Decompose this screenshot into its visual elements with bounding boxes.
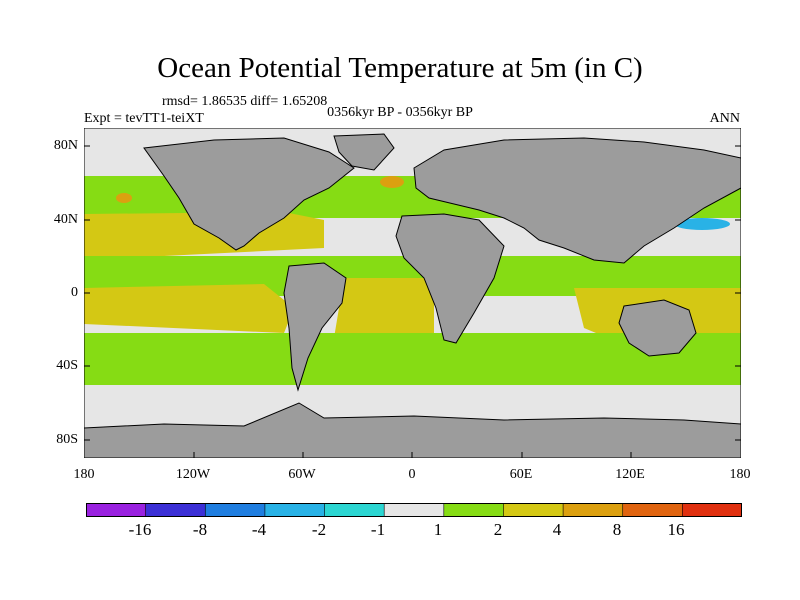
south-america (283, 262, 347, 392)
colorbar-swatch (503, 503, 564, 517)
colorbar-label-m2: -2 (311, 520, 327, 539)
colorbar-swatch (86, 503, 147, 517)
africa (395, 213, 505, 344)
colorbar-swatch (145, 503, 207, 517)
colorbar-label-m4: -4 (251, 520, 267, 539)
x-label-60w: 60W (288, 467, 316, 482)
south-atlantic-yellow (334, 278, 434, 338)
south-pacific-yellow (84, 284, 294, 333)
colorbar-label-2: 2 (493, 520, 503, 539)
warm-spot-north-atlantic (380, 176, 404, 188)
world-map (84, 128, 741, 458)
colorbar-swatch (383, 503, 445, 517)
colorbar-swatch (443, 503, 505, 517)
australia (618, 299, 697, 357)
colorbar-swatch (562, 503, 624, 517)
y-label-80s: 80S (56, 432, 78, 447)
x-label-120e: 120E (615, 467, 645, 482)
y-label-0: 0 (71, 285, 78, 300)
y-label-40n: 40N (53, 212, 78, 227)
colorbar-swatch (622, 503, 684, 517)
x-label-180-right: 180 (729, 467, 751, 482)
colorbar-label-4: 4 (552, 520, 562, 539)
north-america (143, 137, 355, 251)
colorbar (86, 503, 742, 517)
y-label-80n: 80N (53, 138, 78, 153)
colorbar-label-m1: -1 (370, 520, 386, 539)
colorbar-swatch (682, 503, 742, 517)
colorbar-label-m8: -8 (192, 520, 208, 539)
colorbar-swatch (204, 503, 266, 517)
eurasia (413, 137, 741, 264)
southern-neutral-band (84, 385, 741, 415)
colorbar-label-8: 8 (612, 520, 622, 539)
x-label-180-left: 180 (73, 467, 95, 482)
y-label-40s: 40S (56, 358, 78, 373)
greenland (333, 133, 395, 171)
colorbar-label-1: 1 (433, 520, 443, 539)
antarctica (84, 402, 741, 458)
colorbar-swatch (324, 503, 385, 517)
warm-spot-north-pacific (116, 193, 132, 203)
map-ticks (84, 145, 741, 458)
experiment-label: Expt = tevTT1-teiXT (84, 111, 204, 126)
figure-title: Ocean Potential Temperature at 5m (in C) (157, 52, 643, 84)
x-label-0: 0 (408, 467, 416, 482)
stats-label: rmsd= 1.86535 diff= 1.65208 (162, 94, 328, 109)
x-label-60e: 60E (509, 467, 533, 482)
period-label: 0356kyr BP - 0356kyr BP (327, 105, 473, 120)
colorbar-label-m16: -16 (128, 520, 152, 539)
x-label-120w: 120W (175, 467, 211, 482)
land-masses (84, 133, 741, 458)
cool-spot-kuroshio (674, 218, 730, 230)
season-label: ANN (709, 111, 740, 126)
colorbar-swatch (264, 503, 326, 517)
colorbar-label-16: 16 (667, 520, 685, 539)
